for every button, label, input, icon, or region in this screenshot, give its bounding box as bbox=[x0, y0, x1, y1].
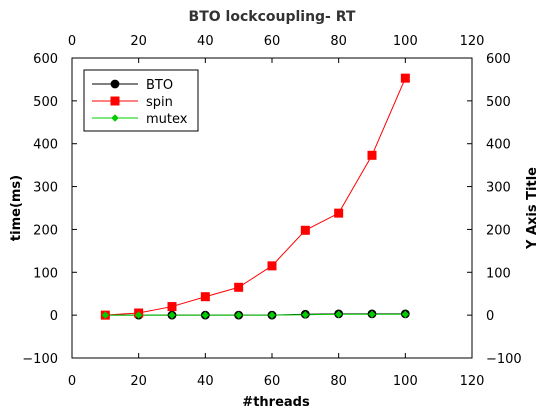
x-tick-label-bottom: 40 bbox=[197, 374, 214, 389]
x-tick-label-bottom: 120 bbox=[460, 374, 485, 389]
data-point-mutex bbox=[234, 311, 243, 319]
y-tick-label-right: 100 bbox=[486, 266, 511, 281]
data-point-spin bbox=[267, 261, 277, 271]
data-point-mutex bbox=[268, 311, 276, 319]
x-tick-label-bottom: 60 bbox=[264, 374, 281, 389]
data-point-mutex bbox=[301, 311, 310, 319]
x-tick-label-bottom: 100 bbox=[393, 374, 418, 389]
legend-label-BTO: BTO bbox=[146, 78, 173, 93]
y-tick-label-left: 400 bbox=[33, 138, 58, 153]
series-line-spin bbox=[105, 77, 406, 316]
data-point-mutex bbox=[134, 311, 143, 319]
y-tick-label-right: −100 bbox=[486, 352, 522, 367]
y-tick-label-right: 200 bbox=[486, 223, 511, 238]
x-tick-label-top: 80 bbox=[330, 34, 347, 49]
data-point-spin bbox=[400, 73, 410, 83]
y-tick-label-left: 100 bbox=[33, 266, 58, 281]
series-lines bbox=[105, 77, 406, 316]
x-tick-label-bottom: 20 bbox=[130, 374, 147, 389]
data-point-mutex bbox=[401, 310, 410, 318]
y-tick-label-left: 0 bbox=[50, 309, 58, 324]
x-tick-label-bottom: 80 bbox=[330, 374, 347, 389]
data-point-spin bbox=[167, 302, 177, 312]
x-tick-label-top: 40 bbox=[197, 34, 214, 49]
x-tick-label-top: 0 bbox=[68, 34, 76, 49]
data-point-spin bbox=[200, 292, 210, 302]
data-point-mutex bbox=[201, 311, 210, 319]
data-point-mutex bbox=[168, 311, 176, 319]
x-tick-label-top: 60 bbox=[264, 34, 281, 49]
y-tick-label-left: 500 bbox=[33, 95, 58, 110]
data-point-mutex bbox=[368, 310, 376, 318]
data-point-mutex bbox=[101, 311, 110, 319]
y-tick-label-left: 300 bbox=[33, 181, 58, 196]
y-tick-label-right: 500 bbox=[486, 95, 511, 110]
x-axis-label: #threads bbox=[242, 395, 310, 410]
legend-label-spin: spin bbox=[146, 95, 173, 110]
x-tick-label-top: 120 bbox=[460, 34, 485, 49]
x-tick-label-top: 20 bbox=[130, 34, 147, 49]
y-tick-label-right: 0 bbox=[486, 309, 494, 324]
data-point-spin bbox=[367, 150, 377, 160]
x-tick-label-bottom: 0 bbox=[68, 374, 76, 389]
y-tick-label-left: 200 bbox=[33, 223, 58, 238]
y-tick-label-right: 600 bbox=[486, 52, 511, 67]
y-axis-label-right: Y Axis Title bbox=[525, 167, 540, 250]
legend-items: BTO spin mutex bbox=[92, 78, 188, 127]
y-axis-label-left: time(ms) bbox=[9, 175, 24, 241]
chart-title: BTO lockcoupling- RT bbox=[189, 9, 356, 25]
series-line-mutex bbox=[105, 313, 406, 316]
series-markers bbox=[100, 73, 410, 320]
data-point-mutex bbox=[334, 310, 343, 318]
legend-marker-mutex bbox=[111, 114, 119, 122]
data-point-spin bbox=[334, 208, 344, 218]
y-tick-label-left: 600 bbox=[33, 52, 58, 67]
legend-marker-spin bbox=[110, 96, 120, 106]
data-point-spin bbox=[300, 225, 310, 235]
legend-marker-BTO bbox=[110, 79, 120, 89]
y-tick-label-right: 300 bbox=[486, 181, 511, 196]
x-tick-label-top: 100 bbox=[393, 34, 418, 49]
data-point-spin bbox=[234, 282, 244, 292]
y-tick-label-right: 400 bbox=[486, 138, 511, 153]
y-tick-label-left: −100 bbox=[22, 352, 58, 367]
legend-label-mutex: mutex bbox=[146, 112, 188, 127]
legend: BTO spin mutex bbox=[83, 69, 199, 132]
